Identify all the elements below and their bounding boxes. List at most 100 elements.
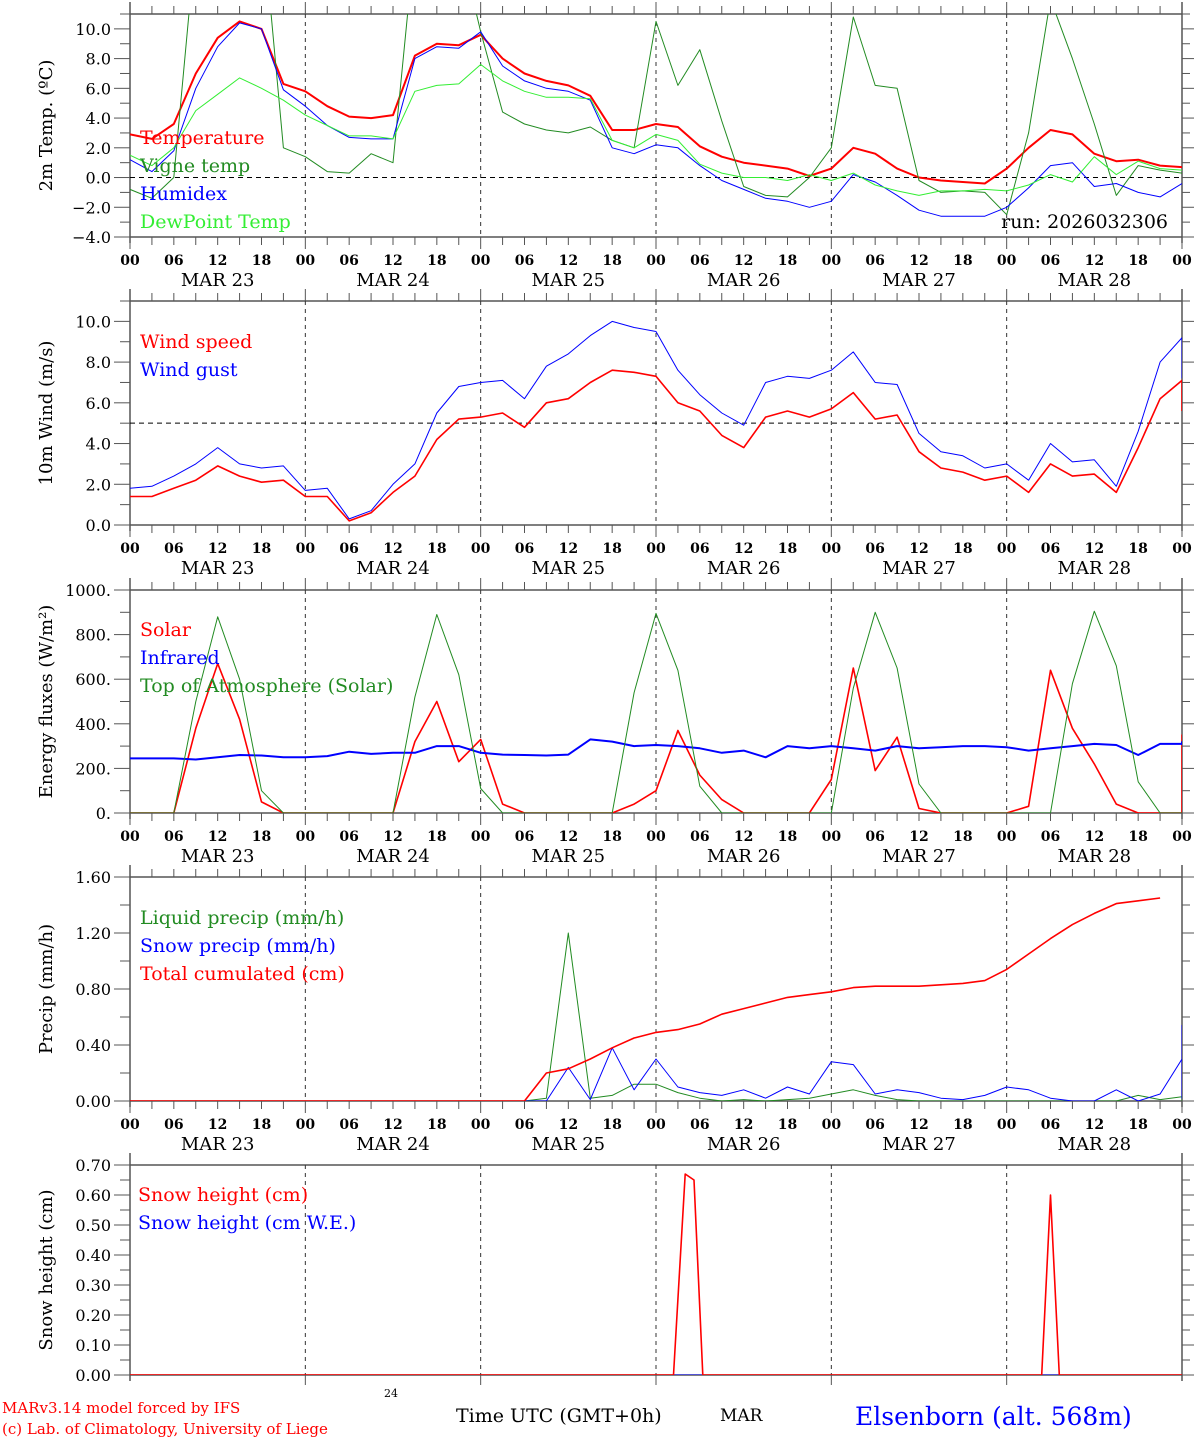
- series-line-total-cumulated-cm: [130, 897, 1161, 1101]
- x-day-label: MAR 24: [356, 1134, 430, 1155]
- run-annotation: run: 2026032306: [1001, 211, 1168, 233]
- x-tick-label: 00: [646, 829, 666, 845]
- x-tick-label: 12: [734, 541, 753, 557]
- x-tick-label: 00: [646, 541, 666, 557]
- legend-entry: Infrared: [140, 647, 220, 669]
- series-group: [130, 897, 1182, 1101]
- x-tick-label: 12: [1085, 1117, 1104, 1133]
- x-tick-label: 06: [865, 541, 884, 557]
- series-line-temperature: [130, 20, 1182, 185]
- x-tick-label: 06: [339, 829, 358, 845]
- series-line-snow-height-cm: [130, 1173, 1182, 1375]
- y-tick-label: 0.60: [75, 1186, 111, 1205]
- x-tick-label: 00: [120, 1117, 140, 1133]
- x-tick-label: 00: [822, 253, 842, 269]
- legend-entry: Wind speed: [140, 331, 252, 353]
- x-day-label: MAR 27: [882, 558, 956, 579]
- y-tick-label: 0.40: [75, 1036, 111, 1055]
- y-tick-label: 800.: [75, 626, 111, 645]
- x-tick-label: 18: [252, 1117, 271, 1133]
- x-day-label: MAR 23: [181, 558, 255, 579]
- series-line-wind-speed: [130, 369, 1182, 522]
- x-tick-label: 12: [909, 541, 928, 557]
- y-tick-label: 10.0: [75, 20, 111, 39]
- x-tick-label: 12: [734, 1117, 753, 1133]
- y-tick-label: 0.80: [75, 980, 111, 999]
- x-tick-label: 12: [1085, 253, 1104, 269]
- x-tick-label: 06: [515, 829, 534, 845]
- x-day-label: MAR 25: [532, 1134, 606, 1155]
- series-line-dewpoint-temp: [130, 64, 1182, 196]
- legend-entry: Humidex: [140, 183, 227, 205]
- x-day-label: MAR 25: [532, 846, 606, 867]
- legend-entry: Vigne temp: [139, 155, 250, 177]
- x-tick-label: 00: [646, 1117, 666, 1133]
- x-tick-label: 18: [252, 253, 271, 269]
- x-tick-label: 06: [690, 1117, 709, 1133]
- x-tick-label: 18: [1128, 253, 1147, 269]
- x-tick-label: 00: [997, 541, 1017, 557]
- y-tick-label: 2.0: [86, 475, 111, 494]
- x-tick-label: 06: [515, 253, 534, 269]
- legend-entry: Snow height (cm W.E.): [138, 1212, 356, 1234]
- x-tick-label: 06: [1041, 541, 1060, 557]
- y-tick-label: 2.0: [86, 139, 111, 158]
- y-tick-label: 0.00: [75, 1366, 111, 1385]
- x-tick-label: 12: [559, 829, 578, 845]
- y-tick-label: 0.10: [75, 1336, 111, 1355]
- x-tick-label: 18: [602, 1117, 621, 1133]
- x-tick-label: 00: [1172, 829, 1192, 845]
- x-tick-label: 18: [1128, 541, 1147, 557]
- x-tick-label: 06: [515, 541, 534, 557]
- x-tick-label: 12: [383, 253, 402, 269]
- y-tick-label: 4.0: [86, 109, 111, 128]
- x-tick-label: 06: [865, 829, 884, 845]
- x-day-label: MAR 28: [1058, 1134, 1132, 1155]
- x-tick-label: 18: [953, 1117, 972, 1133]
- x-tick-label: 00: [471, 253, 491, 269]
- x-tick-label: 06: [339, 253, 358, 269]
- x-tick-label: 06: [865, 253, 884, 269]
- x-tick-label: 06: [690, 253, 709, 269]
- y-tick-label: 200.: [75, 759, 111, 778]
- x-day-label: MAR 25: [532, 270, 606, 291]
- x-tick-label: 00: [1172, 541, 1192, 557]
- panel-precip: 0.00 0.40 0.80 1.20 1.60 Precip (mm/h) 00 06 12 1…: [36, 865, 1194, 1155]
- x-day-label: MAR 26: [707, 846, 781, 867]
- x-tick-label: 18: [427, 541, 446, 557]
- y-tick-label: 0.00: [75, 1092, 111, 1111]
- x-tick-label: 18: [953, 253, 972, 269]
- x-tick-label: 12: [383, 1117, 402, 1133]
- x-tick-label: 12: [208, 253, 227, 269]
- series-group: [130, 320, 1182, 522]
- series-line-solar: [130, 662, 1182, 813]
- x-tick-label: 06: [164, 253, 183, 269]
- series-group: [130, 1173, 1182, 1375]
- x-tick-label: 18: [778, 829, 797, 845]
- y-tick-label: 0.40: [75, 1246, 111, 1265]
- x-tick-label: 00: [120, 829, 140, 845]
- y-tick-label: 0.30: [75, 1276, 111, 1295]
- legend-entry: Snow precip (mm/h): [140, 935, 336, 957]
- x-tick-label: 18: [602, 253, 621, 269]
- x-tick-label: 06: [339, 541, 358, 557]
- y-tick-label: 6.0: [86, 394, 111, 413]
- x-tick-label: 00: [1172, 253, 1192, 269]
- x-tick-label: 06: [690, 829, 709, 845]
- meteogram: −4.0 −2.0 0.0 2.0 4.0 6.0 8.0 10.0 2m Temp. (ºC)…: [36, 2, 1194, 1385]
- y-tick-label: 6.0: [86, 79, 111, 98]
- x-tick-label: 00: [822, 829, 842, 845]
- x-tick-label: 18: [602, 541, 621, 557]
- x-tick-label: 00: [822, 1117, 842, 1133]
- copyright-credit: (c) Lab. of Climatology, University of L…: [2, 1420, 328, 1438]
- time-axis-title: Time UTC (GMT+0h): [456, 1405, 662, 1427]
- series-line-vigne-temp: [130, 14, 1182, 216]
- x-day-label: MAR 24: [356, 558, 430, 579]
- legend-entry: Solar: [140, 619, 192, 641]
- x-tick-label: 12: [1085, 541, 1104, 557]
- x-tick-label: 12: [559, 253, 578, 269]
- x-tick-label: 06: [339, 1117, 358, 1133]
- x-tick-label: 12: [1085, 829, 1104, 845]
- x-tick-label: 06: [1041, 829, 1060, 845]
- panel-snow: 0.00 0.10 0.20 0.30 0.40 0.50 0.60 0.70 Snow hei…: [36, 1153, 1194, 1385]
